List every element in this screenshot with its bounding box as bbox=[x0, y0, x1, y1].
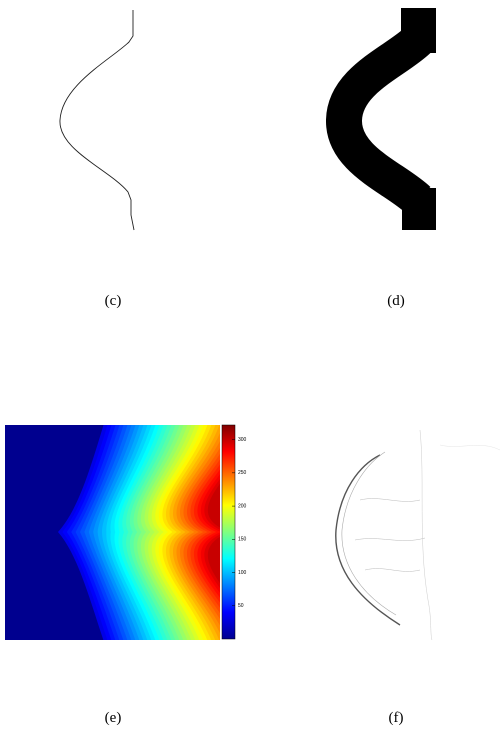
colorbar-tick-label: 250 bbox=[238, 470, 247, 476]
colorbar-tick-label: 150 bbox=[238, 537, 247, 543]
caption: (f) bbox=[389, 710, 404, 726]
caption: (d) bbox=[387, 293, 405, 309]
caption: (c) bbox=[105, 293, 122, 309]
colorbar-tick-label: 50 bbox=[238, 603, 244, 609]
colorbar bbox=[222, 425, 235, 639]
colorbar-tick-label: 300 bbox=[238, 437, 247, 443]
figure: (c) (d) (e) (f) 50 100 150 200 250 300 bbox=[0, 0, 503, 736]
mask-band bbox=[344, 8, 436, 230]
contour-line bbox=[60, 10, 134, 230]
colorbar-tick-label: 100 bbox=[238, 570, 247, 576]
edge-image bbox=[336, 430, 500, 640]
colorbar-tick-label: 200 bbox=[238, 503, 247, 509]
caption: (e) bbox=[105, 710, 122, 726]
